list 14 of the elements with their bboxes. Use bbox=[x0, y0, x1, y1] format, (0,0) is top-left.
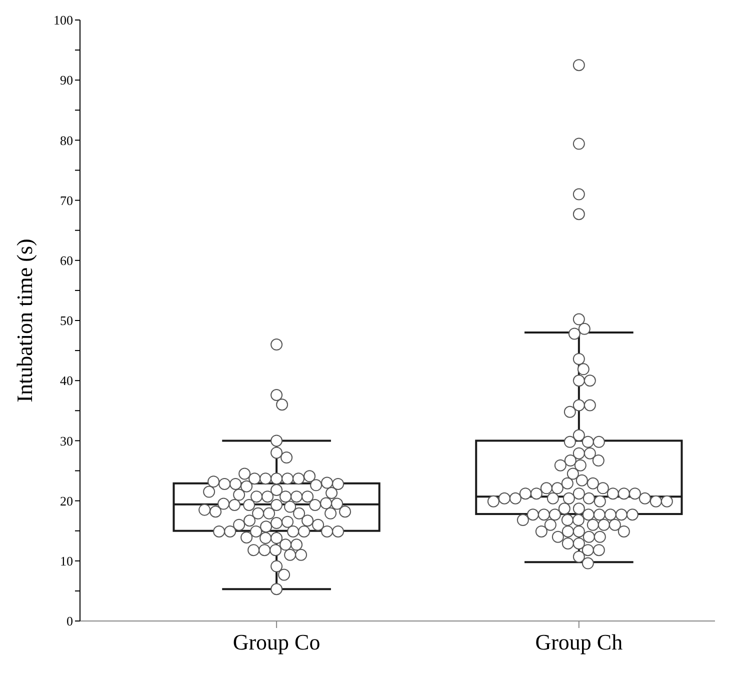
y-tick-label: 60 bbox=[60, 253, 73, 268]
y-tick-label: 30 bbox=[60, 433, 73, 448]
x-tick-label: Group Co bbox=[232, 630, 320, 655]
y-tick-label: 40 bbox=[60, 373, 73, 388]
y-tick-label: 100 bbox=[54, 12, 73, 28]
y-tick-label: 0 bbox=[66, 614, 73, 629]
y-tick-label: 90 bbox=[60, 72, 73, 88]
y-axis-title: Intubation time (s) bbox=[12, 238, 37, 402]
x-tick-label: Group Ch bbox=[535, 630, 623, 655]
y-tick-label: 80 bbox=[60, 132, 73, 148]
y-tick-label: 70 bbox=[60, 192, 73, 208]
y-tick-label: 10 bbox=[60, 554, 73, 569]
y-tick-label: 20 bbox=[60, 493, 73, 508]
y-tick-label: 50 bbox=[60, 313, 73, 328]
